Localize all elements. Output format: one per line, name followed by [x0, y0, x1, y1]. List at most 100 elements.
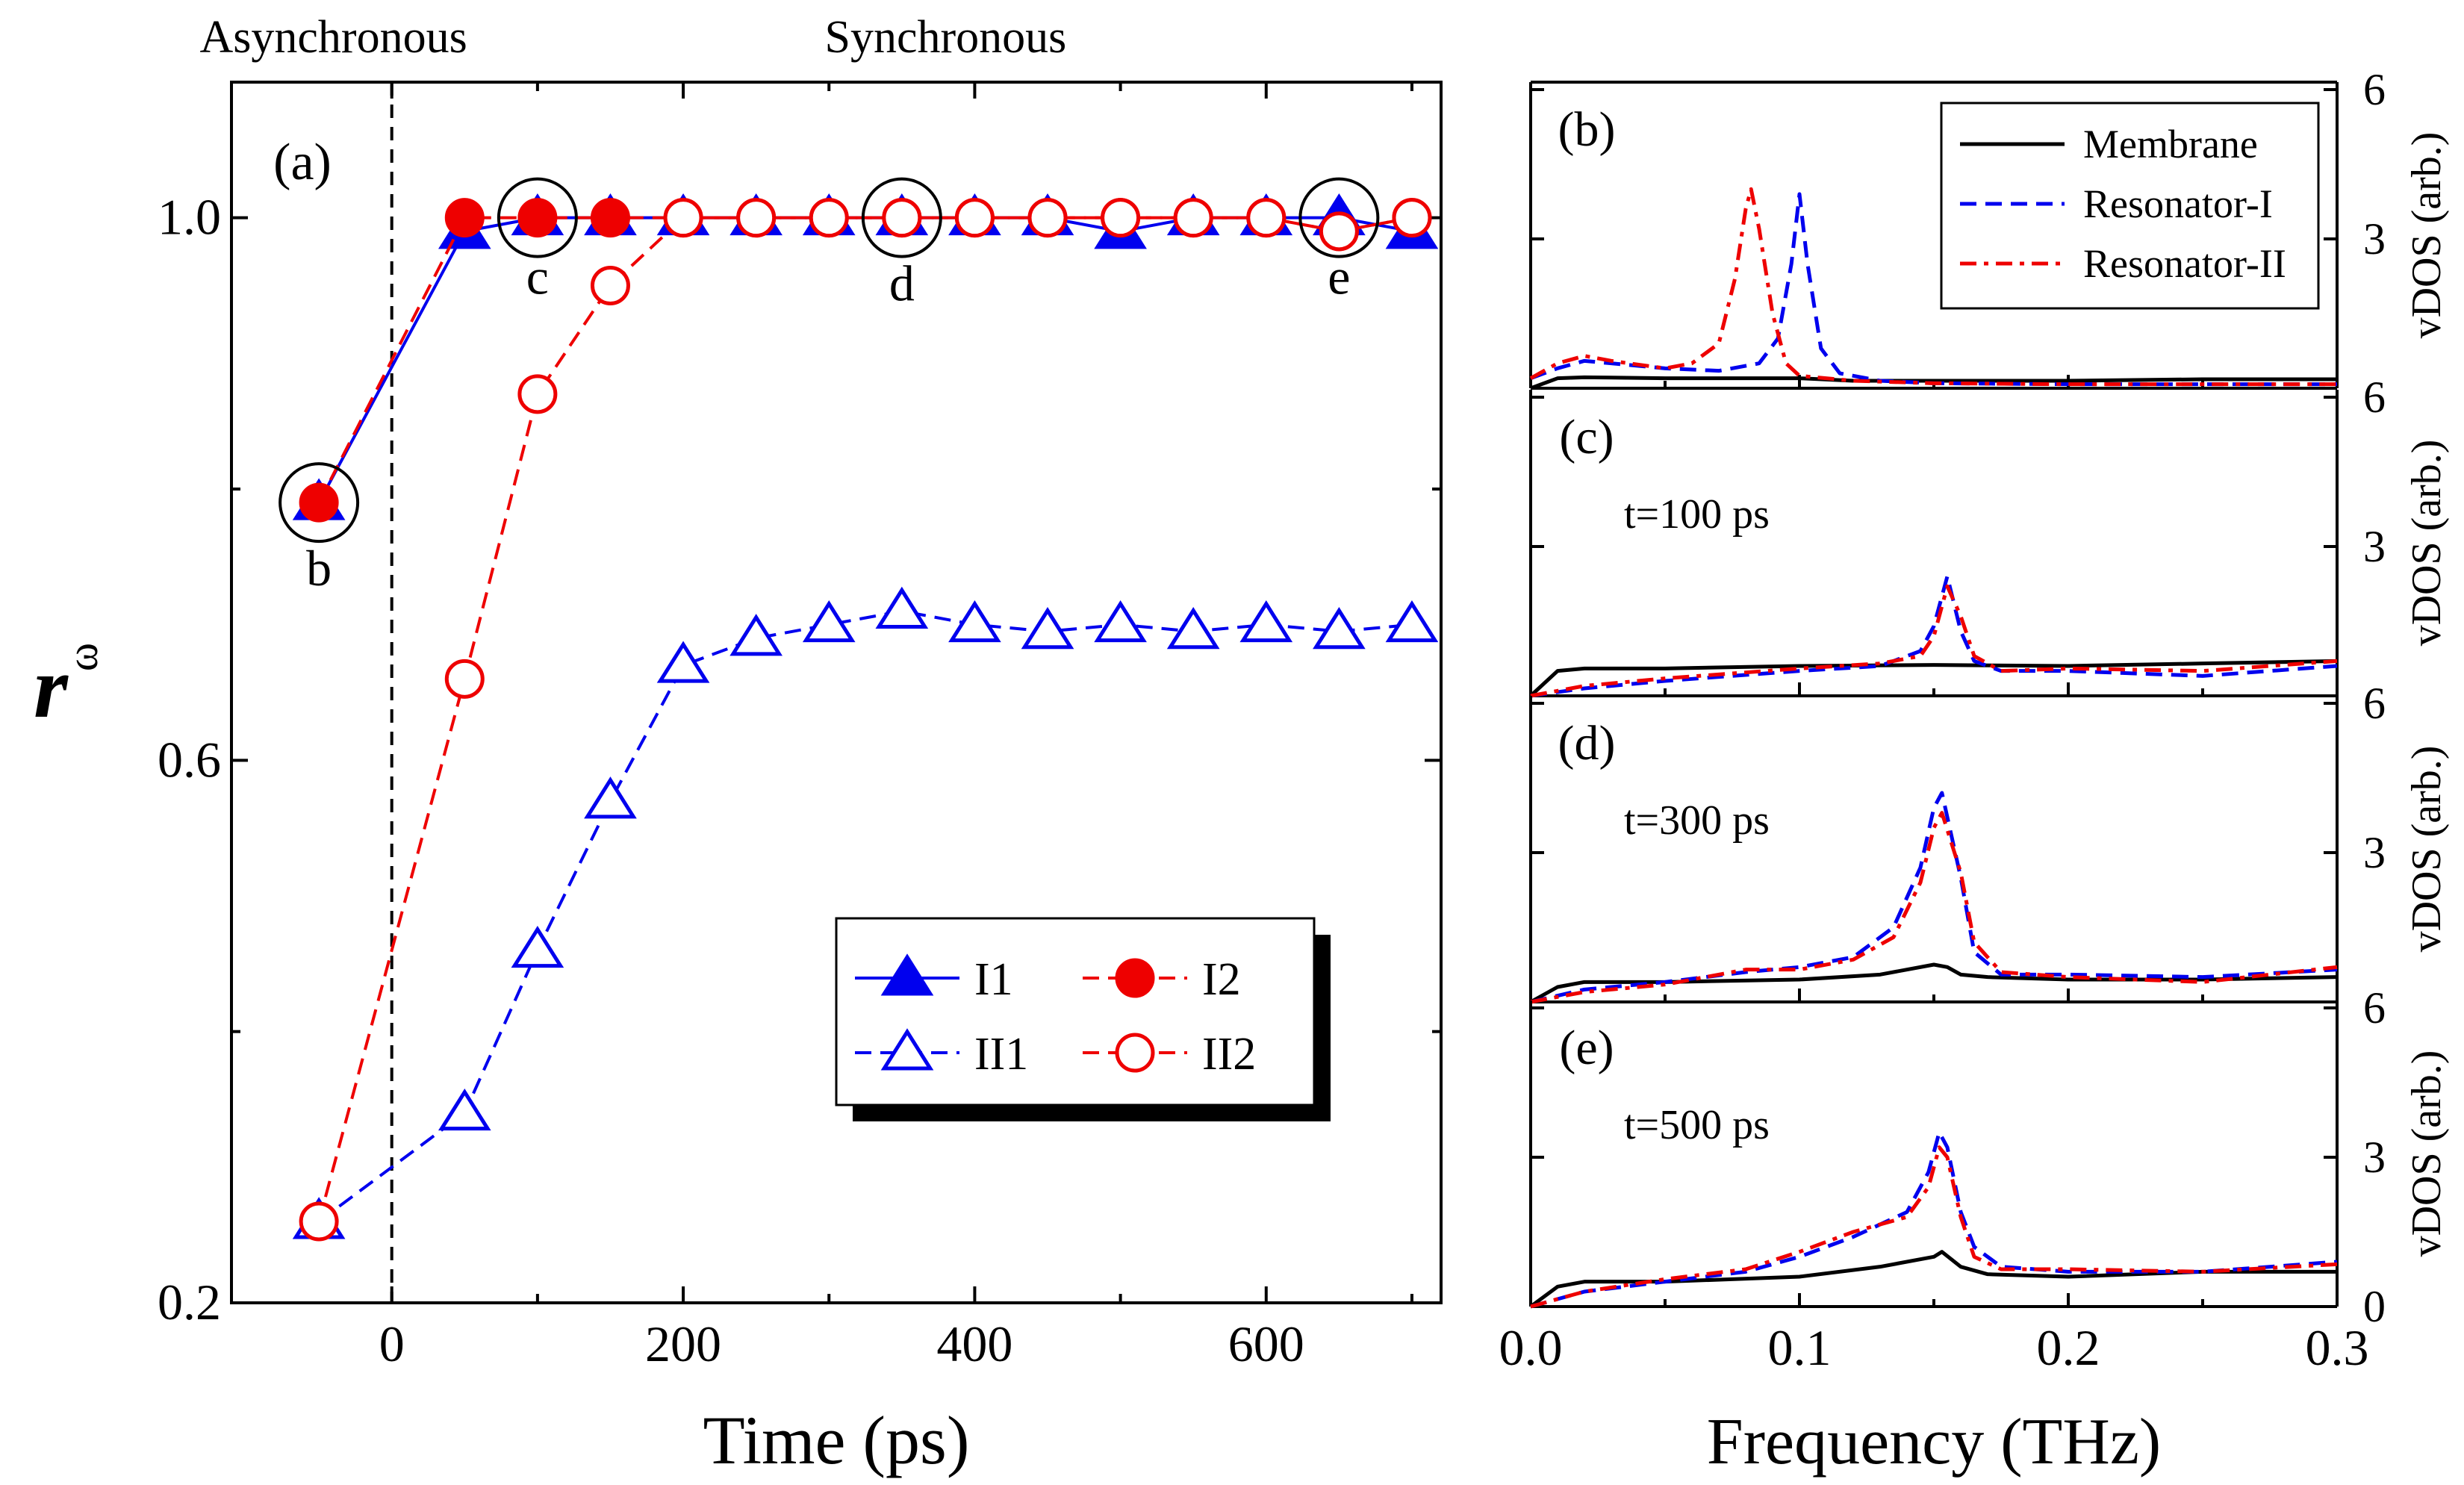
right-tick-label: 3: [2363, 828, 2386, 877]
x-tick-label: 0.1: [1768, 1319, 1832, 1376]
annotation-label-b: b: [306, 540, 332, 597]
synchronous-label: Synchronous: [824, 12, 1066, 63]
data-point-II1: [511, 925, 564, 968]
data-point-II1: [656, 641, 710, 683]
data-point-II1: [1385, 600, 1439, 643]
data-point-I2: [444, 198, 485, 238]
legend-box: [835, 917, 1316, 1106]
panel-label-a: (a): [273, 134, 332, 191]
annotation-circle-b: [279, 462, 360, 544]
data-point-II2: [299, 1201, 339, 1242]
annotation-label-d: d: [889, 255, 915, 312]
data-point-II1: [1239, 600, 1293, 643]
vdos-legend-box: [1940, 102, 2320, 310]
data-point-I2: [517, 198, 558, 238]
data-point-II2: [1027, 198, 1068, 238]
x-tick-label: 400: [936, 1316, 1012, 1372]
vdos-legend-label-Resonator-I: Resonator-I: [2083, 181, 2273, 226]
vdos-legend-label-Resonator-II: Resonator-II: [2083, 241, 2286, 286]
data-point-II1: [729, 614, 783, 656]
y-tick-label: 0.2: [158, 1274, 221, 1330]
right-tick-label: 6: [2363, 983, 2386, 1033]
time-label-d: t=300 ps: [1624, 797, 1770, 844]
vdos-line-Membrane: [1529, 962, 2338, 1004]
y-axis-label: r: [34, 638, 69, 736]
right-tick-label: 6: [2363, 373, 2386, 422]
data-point-II2: [736, 198, 777, 238]
legend-label-II1: II1: [974, 1029, 1028, 1080]
annotation-circle-e: [1298, 177, 1380, 258]
data-point-II1: [438, 1088, 491, 1131]
y-tick-label: 0.6: [158, 731, 221, 788]
data-point-II2: [809, 198, 849, 238]
series-II2: [299, 198, 1432, 1242]
panel-b: 6 3 vDOS (arb.) (b) Membrane Resonator-I Reson…: [1529, 65, 2450, 390]
data-point-I2: [299, 482, 339, 523]
legend-marker-II2: [1115, 1033, 1155, 1073]
data-point-II2: [1246, 198, 1287, 238]
annotation-circle-c: [497, 177, 578, 258]
data-point-II1: [1313, 607, 1366, 650]
vdos-line-Resonator-I: [1530, 574, 2338, 698]
right-tick-label: 0: [2363, 1282, 2386, 1331]
annotation-label-e: e: [1328, 248, 1350, 305]
panel-a: 0 200 400 600 0.2 0.6 1.0 Time (ps) rω Asynchrono…: [34, 12, 1443, 1478]
panel-a-frame: [230, 81, 1443, 1304]
vdos-line-Resonator-I: [1530, 791, 2338, 1004]
panel-c: 6 3 vDOS (arb.) (c)t=100 ps: [1529, 373, 2450, 698]
annotation-circle-d: [861, 177, 942, 258]
x-tick-label: 600: [1228, 1316, 1304, 1372]
x-tick-label: 200: [645, 1316, 721, 1372]
annotation-label-c: c: [526, 248, 549, 305]
y-axis-label-subscript: ω: [58, 643, 107, 671]
legend-label-II2: II2: [1202, 1029, 1256, 1080]
right-axis-label: vDOS (arb.): [2404, 132, 2450, 339]
x-tick-label: 0: [379, 1316, 405, 1372]
data-point-II2: [1319, 211, 1359, 252]
data-point-II2: [517, 374, 558, 414]
data-point-II1: [1021, 607, 1074, 650]
panel-label-d: (d): [1558, 716, 1616, 770]
panel-label-b: (b): [1558, 102, 1616, 157]
right-tick-label: 3: [2363, 522, 2386, 571]
legend-marker-I2: [1115, 958, 1155, 998]
panel-label-e: (e): [1559, 1021, 1614, 1075]
x-axis-label-frequency: Frequency (THz): [1707, 1406, 2161, 1478]
y-tick-label: 1.0: [158, 189, 221, 246]
data-point-II2: [1173, 198, 1213, 238]
vdos-line-Resonator-I: [1530, 192, 2337, 387]
series-line-I1: [317, 216, 1413, 504]
right-tick-label: 3: [2363, 1133, 2386, 1182]
asynchronous-label: Asynchronous: [200, 12, 467, 63]
series-I1: [292, 193, 1439, 520]
data-point-II2: [1101, 198, 1141, 238]
data-point-I2: [590, 198, 630, 238]
x-axis-label: Time (ps): [703, 1402, 970, 1478]
right-axis-label: vDOS (arb.): [2404, 440, 2450, 647]
x-tick-label: 0.3: [2306, 1319, 2369, 1376]
data-point-II1: [875, 586, 929, 629]
data-point-II2: [663, 198, 703, 238]
series-line-II1: [317, 609, 1413, 1223]
vdos-line-Membrane: [1529, 1250, 2337, 1309]
data-point-II1: [802, 600, 856, 643]
data-point-II2: [590, 266, 630, 305]
data-point-II2: [882, 198, 922, 238]
panel-label-c: (c): [1559, 410, 1614, 464]
vdos-line-Resonator-II: [1530, 1145, 2338, 1309]
data-point-II1: [948, 600, 1001, 643]
vdos-line-Resonator-II: [1529, 187, 2337, 387]
data-point-II2: [954, 198, 995, 238]
right-tick-label: 6: [2363, 65, 2386, 114]
vdos-line-Membrane: [1529, 659, 2338, 697]
legend-marker-I1: [880, 953, 934, 996]
series-II1: [292, 586, 1439, 1239]
time-label-e: t=500 ps: [1624, 1102, 1770, 1148]
time-label-c: t=100 ps: [1624, 491, 1770, 538]
data-point-II2: [444, 659, 485, 699]
panel-e: 6 3 0 vDOS (arb.) (e)t=500 ps 0.0 0.1 0.2 0.3 Fre…: [1499, 983, 2451, 1478]
data-point-II1: [584, 776, 637, 819]
data-point-II1: [1166, 607, 1220, 650]
right-tick-label: 3: [2363, 214, 2386, 264]
